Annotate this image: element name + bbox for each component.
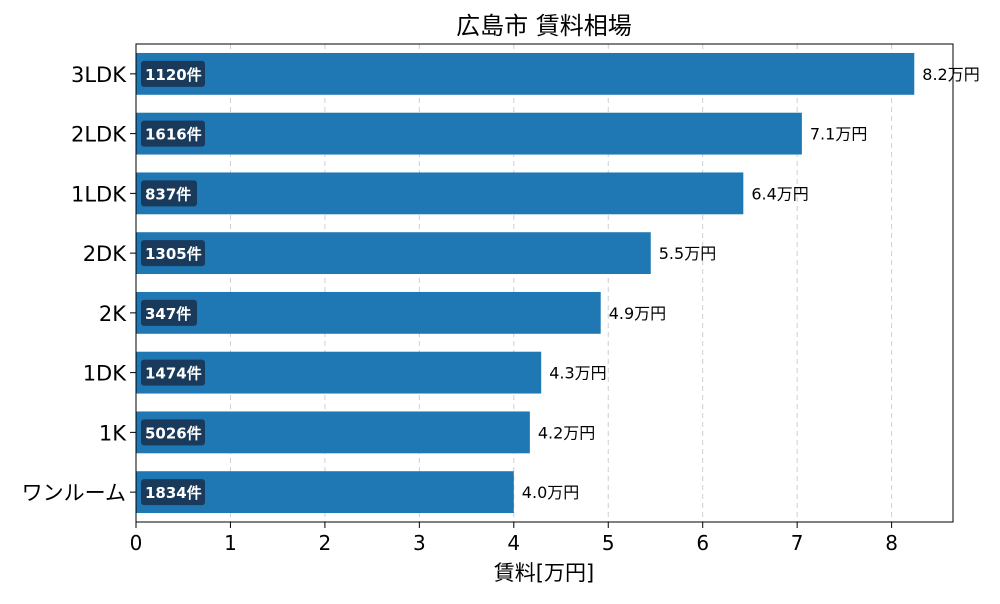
chart-title: 広島市 賃料相場 bbox=[456, 12, 632, 40]
x-tick-label: 8 bbox=[885, 531, 898, 555]
count-label: 1120件 bbox=[145, 66, 202, 84]
count-label: 1616件 bbox=[145, 126, 202, 144]
x-tick-label: 0 bbox=[130, 531, 143, 555]
bar-2 bbox=[136, 112, 802, 155]
x-tick-label: 1 bbox=[224, 531, 237, 555]
count-badge bbox=[141, 240, 205, 267]
y-category-label: 1DK bbox=[83, 362, 128, 386]
bar-5 bbox=[136, 291, 601, 334]
x-tick-label: 2 bbox=[319, 531, 332, 555]
value-label: 7.1万円 bbox=[810, 125, 867, 144]
count-label: 5026件 bbox=[145, 424, 202, 442]
count-badge bbox=[141, 419, 205, 446]
y-category-label: 2DK bbox=[83, 242, 128, 266]
x-tick-label: 4 bbox=[507, 531, 520, 555]
value-label: 4.3万円 bbox=[549, 364, 606, 383]
count-label: 1305件 bbox=[145, 245, 202, 263]
x-axis-label: 賃料[万円] bbox=[494, 561, 594, 585]
x-tick-label: 5 bbox=[602, 531, 615, 555]
count-badge bbox=[141, 299, 197, 326]
x-tick-label: 7 bbox=[791, 531, 804, 555]
count-label: 837件 bbox=[145, 185, 191, 203]
count-badge bbox=[141, 479, 205, 506]
y-category-label: 1LDK bbox=[71, 182, 127, 206]
axis-layer: 0 1 2 3 4 5 6 7 8 3LDK 2LDK 1LDK 2DK 2K 1DK 1K ワンルーム bbox=[22, 63, 898, 555]
plot-border bbox=[135, 43, 954, 523]
count-badge bbox=[141, 180, 197, 207]
count-label: 1474件 bbox=[145, 365, 202, 383]
value-label: 8.2万円 bbox=[922, 65, 979, 84]
plot-frame bbox=[135, 43, 954, 523]
y-category-label: ワンルーム bbox=[22, 481, 126, 505]
value-label: 4.9万円 bbox=[609, 304, 666, 323]
y-category-label: 2LDK bbox=[71, 123, 127, 147]
bar-3 bbox=[136, 172, 744, 215]
y-category-label: 3LDK bbox=[71, 63, 127, 87]
bar-1 bbox=[136, 52, 915, 95]
count-label: 1834件 bbox=[145, 484, 202, 502]
value-label: 5.5万円 bbox=[659, 244, 716, 263]
y-category-label: 2K bbox=[99, 302, 127, 326]
bars-layer: 1120件 8.2万円 1616件 7.1万円 837件 6.4万円 1305件 5.5万円 3… bbox=[136, 52, 980, 514]
count-badge bbox=[141, 60, 205, 87]
y-category-label: 1K bbox=[99, 421, 127, 445]
count-label: 347件 bbox=[145, 305, 191, 323]
value-label: 6.4万円 bbox=[751, 184, 808, 203]
count-badge bbox=[141, 359, 205, 386]
value-label: 4.2万円 bbox=[538, 423, 595, 442]
value-label: 4.0万円 bbox=[522, 483, 579, 502]
bar-4 bbox=[136, 232, 651, 275]
x-tick-label: 3 bbox=[413, 531, 426, 555]
x-tick-label: 6 bbox=[696, 531, 709, 555]
count-badge bbox=[141, 120, 205, 147]
